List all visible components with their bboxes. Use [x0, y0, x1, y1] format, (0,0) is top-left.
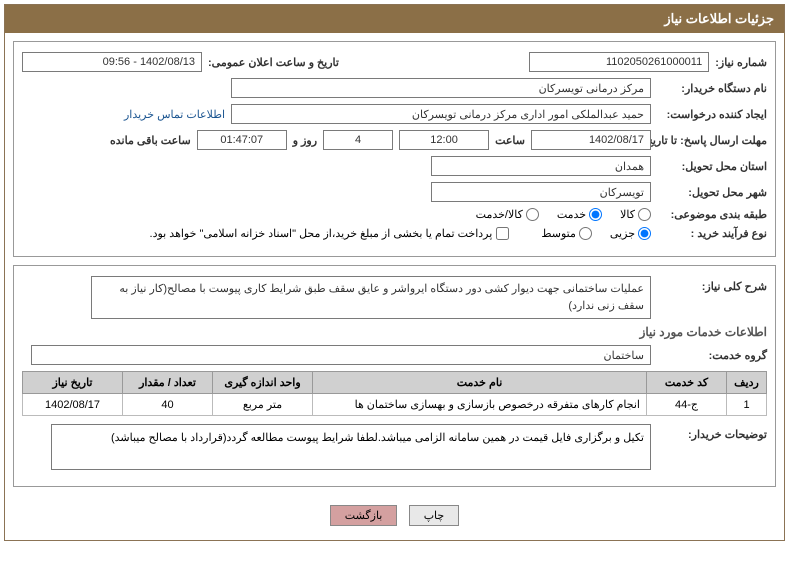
cell-row: 1 [727, 394, 767, 416]
province-label: استان محل تحویل: [657, 160, 767, 173]
purchase-opt1[interactable]: جزیی [610, 227, 651, 240]
print-button[interactable]: چاپ [409, 505, 460, 526]
desc-field: عملیات ساختمانی جهت دیوار کشی دور دستگاه… [91, 276, 651, 319]
city-field: تویسرکان [431, 182, 651, 202]
category-label: طبقه بندی موضوعی: [657, 208, 767, 221]
need-number-label: شماره نیاز: [715, 56, 767, 69]
deadline-timer-field: 01:47:07 [197, 130, 287, 150]
desc-label: شرح کلی نیاز: [657, 276, 767, 293]
th-qty: تعداد / مقدار [123, 372, 213, 394]
th-name: نام خدمت [313, 372, 647, 394]
remain-label: ساعت باقی مانده [110, 134, 191, 147]
table-row: 1 ج-44 انجام کارهای متفرقه درخصوص بازساز… [23, 394, 767, 416]
buyer-field: مرکز درمانی تویسرکان [231, 78, 651, 98]
services-table: ردیف کد خدمت نام خدمت واحد اندازه گیری ت… [22, 371, 767, 416]
th-row: ردیف [727, 372, 767, 394]
city-label: شهر محل تحویل: [657, 186, 767, 199]
deadline-days-field: 4 [323, 130, 393, 150]
service-group-field: ساختمان [31, 345, 651, 365]
purchase-type-radio-group: جزیی متوسط [541, 227, 651, 240]
purchase-opt2[interactable]: متوسط [541, 227, 592, 240]
days-label: روز و [293, 134, 317, 147]
cell-unit: متر مربع [213, 394, 313, 416]
requester-field: حمید عبدالملکی امور اداری مرکز درمانی تو… [231, 104, 651, 124]
treasury-checkbox[interactable]: پرداخت تمام یا بخشی از مبلغ خرید،از محل … [150, 227, 510, 240]
th-unit: واحد اندازه گیری [213, 372, 313, 394]
cell-name: انجام کارهای متفرقه درخصوص بازسازی و بهس… [313, 394, 647, 416]
description-section: شرح کلی نیاز: عملیات ساختمانی جهت دیوار … [13, 265, 776, 487]
announce-label: تاریخ و ساعت اعلان عمومی: [208, 56, 339, 69]
details-section: شماره نیاز: 1102050261000011 تاریخ و ساع… [13, 41, 776, 257]
province-field: همدان [431, 156, 651, 176]
category-opt3[interactable]: کالا/خدمت [476, 208, 539, 221]
buyer-notes-label: توضیحات خریدار: [657, 424, 767, 441]
services-title: اطلاعات خدمات مورد نیاز [22, 325, 767, 339]
service-group-label: گروه خدمت: [657, 349, 767, 362]
cell-qty: 40 [123, 394, 213, 416]
category-opt2[interactable]: خدمت [557, 208, 602, 221]
contact-link[interactable]: اطلاعات تماس خریدار [124, 108, 225, 121]
deadline-date-field: 1402/08/17 [531, 130, 651, 150]
main-panel: جزئیات اطلاعات نیاز شماره نیاز: 11020502… [4, 4, 785, 541]
category-radio-group: کالا خدمت کالا/خدمت [476, 208, 651, 221]
th-code: کد خدمت [647, 372, 727, 394]
cell-date: 1402/08/17 [23, 394, 123, 416]
panel-title: جزئیات اطلاعات نیاز [5, 5, 784, 33]
announce-field: 1402/08/13 - 09:56 [22, 52, 202, 72]
requester-label: ایجاد کننده درخواست: [657, 108, 767, 121]
deadline-hour-field: 12:00 [399, 130, 489, 150]
category-opt1[interactable]: کالا [620, 208, 651, 221]
deadline-label: مهلت ارسال پاسخ: تا تاریخ: [657, 134, 767, 147]
buyer-notes-field: تکیل و برگزاری فایل قیمت در همین سامانه … [51, 424, 651, 470]
need-number-field: 1102050261000011 [529, 52, 709, 72]
th-date: تاریخ نیاز [23, 372, 123, 394]
button-row: چاپ بازگشت [13, 495, 776, 532]
back-button[interactable]: بازگشت [330, 505, 398, 526]
buyer-label: نام دستگاه خریدار: [657, 82, 767, 95]
purchase-type-label: نوع فرآیند خرید : [657, 227, 767, 240]
hour-label: ساعت [495, 134, 525, 147]
cell-code: ج-44 [647, 394, 727, 416]
